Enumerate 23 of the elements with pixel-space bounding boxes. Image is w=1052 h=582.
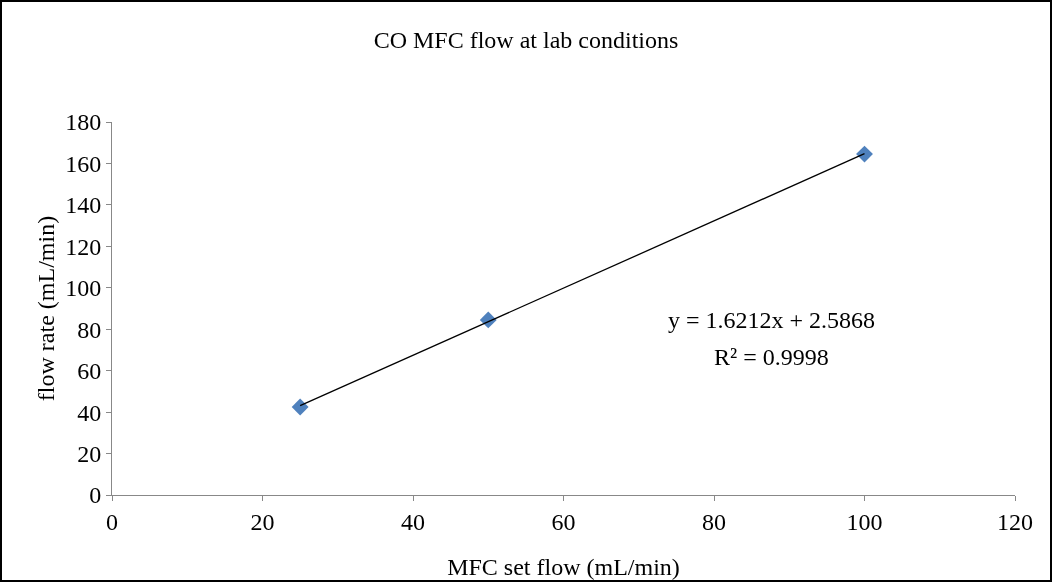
x-tick-label: 100 xyxy=(846,508,883,535)
annotation: R² = 0.9998 xyxy=(714,344,829,370)
y-tick-label: 60 xyxy=(77,358,102,385)
y-axis-title: flow rate (mL/min) xyxy=(33,215,59,402)
x-tick-label: 40 xyxy=(401,508,425,535)
y-tick-label: 40 xyxy=(77,399,102,426)
y-tick-label: 20 xyxy=(77,440,102,467)
y-tick-label: 120 xyxy=(65,233,102,260)
chart-title: CO MFC flow at lab conditions xyxy=(373,26,679,53)
x-tick-label: 120 xyxy=(997,508,1033,535)
x-tick-label: 60 xyxy=(551,508,576,535)
point xyxy=(291,398,309,416)
y-tick-label: 0 xyxy=(89,482,102,509)
x-tick-label: 20 xyxy=(250,508,275,535)
y-tick-label: 180 xyxy=(65,109,102,136)
x-axis-title: MFC set flow (mL/min) xyxy=(447,554,680,580)
y-tick-label: 140 xyxy=(65,192,102,219)
x-tick-label: 80 xyxy=(702,508,726,535)
y-tick-label: 100 xyxy=(65,275,102,302)
y-tick-label: 80 xyxy=(77,316,102,343)
annotation: y = 1.6212x + 2.5868 xyxy=(668,307,876,333)
y-tick-label: 160 xyxy=(65,150,102,177)
point xyxy=(856,145,873,163)
